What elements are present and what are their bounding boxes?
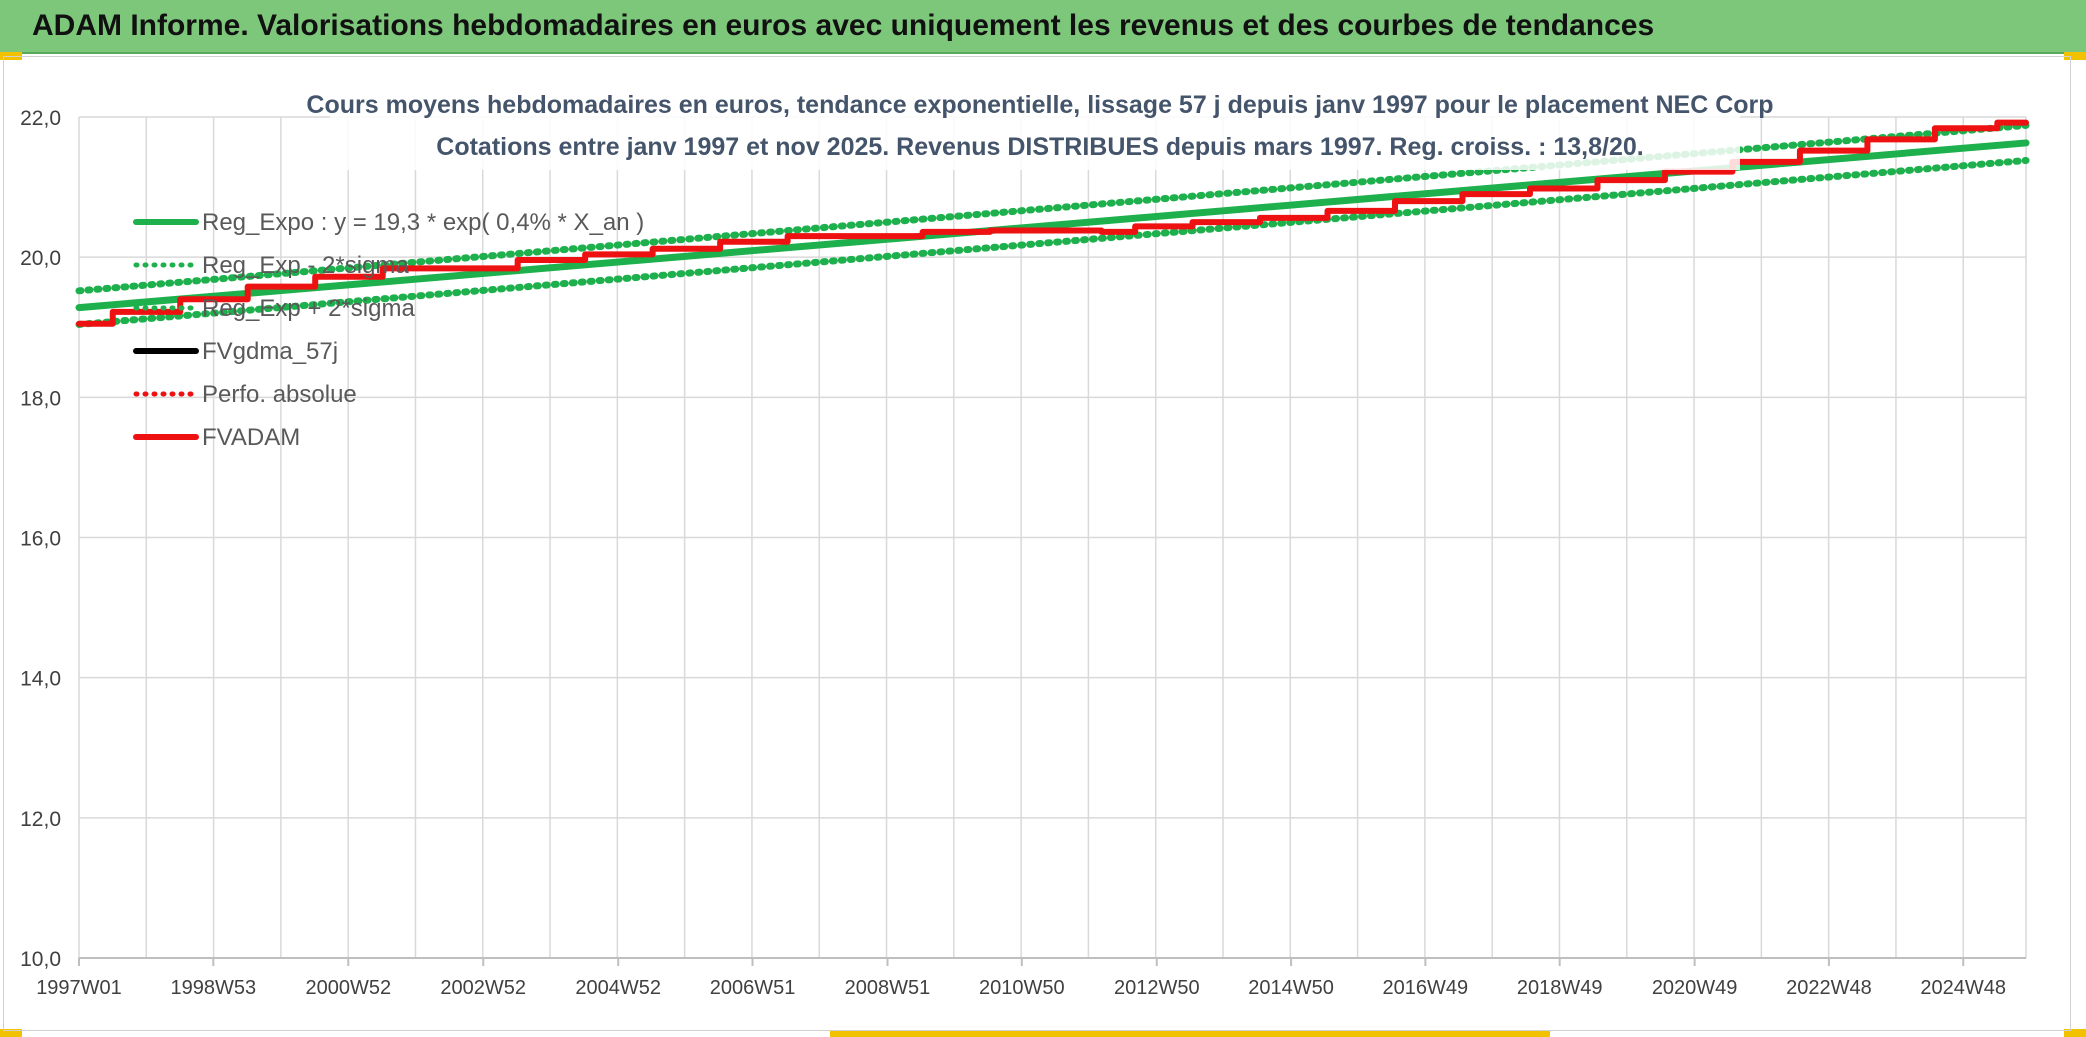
legend-label: Perfo. absolue [202, 381, 357, 408]
legend-label: Reg_Exp + 2*sigma [202, 295, 415, 322]
y-tick-label: 18,0 [20, 387, 61, 410]
y-tick-label: 14,0 [20, 668, 61, 691]
x-tick-label: 2002W52 [440, 977, 526, 999]
x-tick-label: 2018W49 [1517, 977, 1603, 999]
corner-marker-right [2064, 52, 2086, 60]
series-line-fvadam [76, 119, 2029, 327]
report-banner: ADAM Informe. Valorisations hebdomadaire… [0, 0, 2086, 54]
x-tick-label: 2006W51 [710, 977, 796, 999]
title-background [330, 82, 1740, 170]
y-tick-label: 10,0 [20, 948, 61, 971]
x-tick-label: 2024W48 [1920, 977, 2006, 999]
corner-marker-bottom-right [2064, 1029, 2086, 1037]
legend-label: FVADAM [202, 424, 300, 451]
y-tick-label: 16,0 [20, 528, 61, 551]
legend-label: Reg_Exp - 2*sigma [202, 252, 409, 279]
x-tick-label: 2004W52 [575, 977, 661, 999]
legend-label: FVgdma_57j [202, 338, 338, 365]
chart-title-group: Cours moyens hebdomadaires en euros, ten… [306, 82, 1774, 170]
corner-marker-bottom-left [0, 1029, 22, 1037]
chart-frame [3, 56, 2071, 1031]
x-tick-label: 1998W53 [170, 977, 256, 999]
series-line-reg-exp-2-sigma [75, 156, 2030, 328]
x-tick-label: 2008W51 [845, 977, 931, 999]
x-tick-label: 2012W50 [1114, 977, 1200, 999]
x-tick-label: 2014W50 [1248, 977, 1334, 999]
x-tick-label: 2016W49 [1383, 977, 1469, 999]
y-tick-label: 12,0 [20, 808, 61, 831]
chart-subtitle: Cotations entre janv 1997 et nov 2025. R… [436, 133, 1643, 161]
y-tick-label: 22,0 [20, 107, 61, 130]
x-tick-label: 2000W52 [305, 977, 391, 999]
legend-label: Reg_Expo : y = 19,3 * exp( 0,4% * X_an ) [202, 209, 644, 236]
x-tick-label: 2020W49 [1652, 977, 1738, 999]
chart-title: Cours moyens hebdomadaires en euros, ten… [306, 91, 1773, 119]
corner-marker-bottom-center [830, 1031, 1550, 1037]
x-tick-label: 2022W48 [1786, 977, 1872, 999]
legend: Reg_Expo : y = 19,3 * exp( 0,4% * X_an )… [133, 209, 644, 451]
report-title: ADAM Informe. Valorisations hebdomadaire… [32, 9, 1655, 42]
x-tick-label: 2010W50 [979, 977, 1065, 999]
x-tick-label: 1997W01 [36, 977, 122, 999]
y-tick-label: 20,0 [20, 247, 61, 270]
